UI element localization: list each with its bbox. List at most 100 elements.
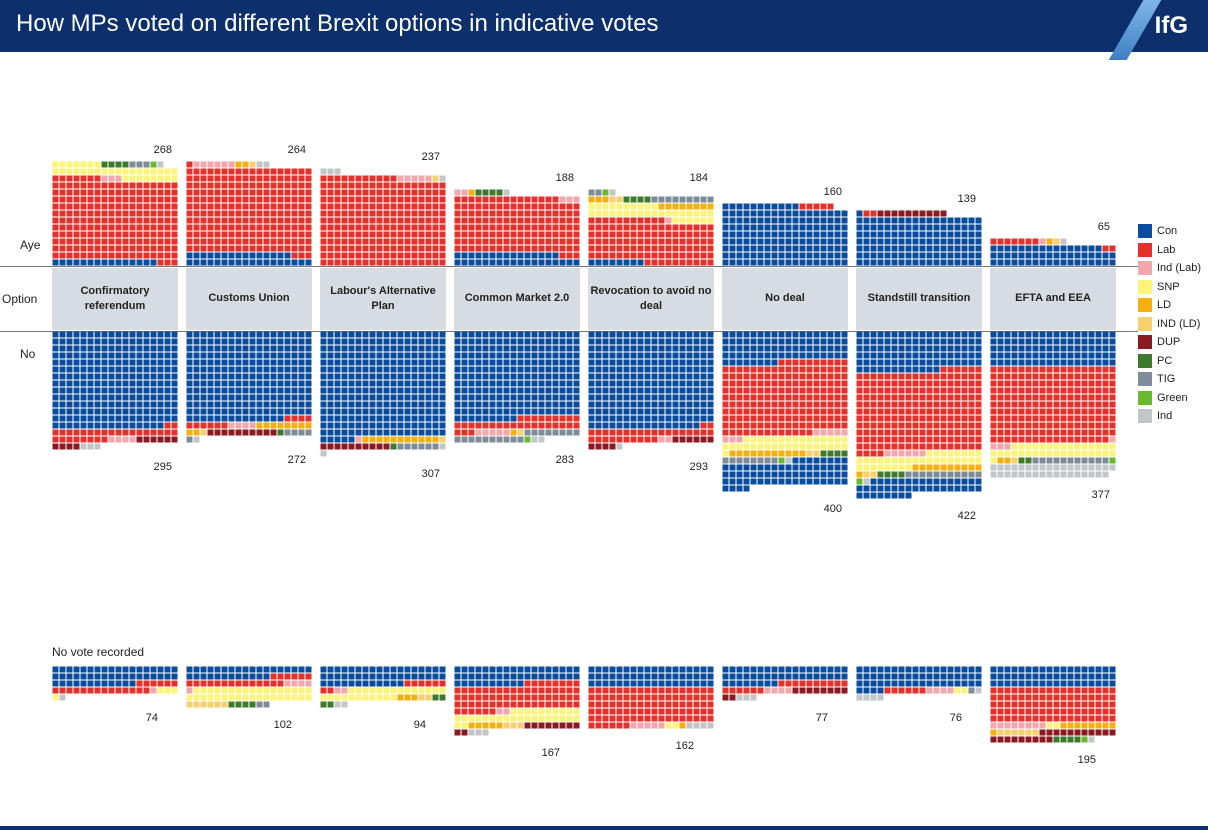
no-cell-con bbox=[66, 352, 73, 359]
nvr-cell-lab bbox=[644, 701, 651, 708]
no-cell-con bbox=[658, 387, 665, 394]
aye-cell-con bbox=[757, 245, 764, 252]
aye-cell-con bbox=[108, 259, 115, 266]
aye-cell-con bbox=[898, 245, 905, 252]
no-cell-con bbox=[665, 352, 672, 359]
nvr-cell-con bbox=[320, 680, 327, 687]
aye-cell-lab bbox=[221, 245, 228, 252]
aye-cell-lab bbox=[284, 189, 291, 196]
nvr-cell-lab bbox=[482, 708, 489, 715]
no-cell-con bbox=[743, 338, 750, 345]
no-cell-con bbox=[200, 408, 207, 415]
no-cell-con bbox=[221, 408, 228, 415]
no-cell-con bbox=[736, 485, 743, 492]
nvr-cell-con bbox=[1088, 673, 1095, 680]
no-cell-con bbox=[672, 415, 679, 422]
no-cell-lab bbox=[623, 429, 630, 436]
nvr-cell-lab bbox=[566, 701, 573, 708]
no-cell-ind bbox=[193, 436, 200, 443]
aye-cell-lab bbox=[411, 189, 418, 196]
no-cell-con bbox=[143, 338, 150, 345]
no-cell-con bbox=[397, 338, 404, 345]
nvr-cell-con bbox=[193, 673, 200, 680]
nvr-cell-lab bbox=[454, 708, 461, 715]
no-cell-con bbox=[327, 387, 334, 394]
no-cell-lab bbox=[1060, 380, 1067, 387]
no-cell-con bbox=[376, 415, 383, 422]
no-cell-con bbox=[461, 415, 468, 422]
no-cell-con bbox=[750, 331, 757, 338]
no-cell-con bbox=[538, 359, 545, 366]
aye-cell-lab bbox=[73, 203, 80, 210]
aye-cell-con bbox=[757, 252, 764, 259]
no-cell-ind-lab- bbox=[475, 429, 482, 436]
no-cell-lab bbox=[1053, 394, 1060, 401]
aye-cell-con bbox=[891, 259, 898, 266]
no-cell-con bbox=[630, 408, 637, 415]
no-cell-con bbox=[729, 485, 736, 492]
aye-cell-lab bbox=[588, 224, 595, 231]
no-cell-ind-lab- bbox=[834, 429, 841, 436]
no-total-common-market-2-0: 283 bbox=[556, 454, 574, 466]
aye-cell-lab bbox=[298, 189, 305, 196]
aye-total-labour-s-alternative-plan: 237 bbox=[422, 151, 440, 163]
no-cell-con bbox=[284, 338, 291, 345]
aye-cell-lab bbox=[489, 231, 496, 238]
no-cell-con bbox=[404, 380, 411, 387]
nvr-cell-con bbox=[834, 666, 841, 673]
aye-cell-con bbox=[517, 252, 524, 259]
aye-cell-con bbox=[722, 252, 729, 259]
aye-cell-con bbox=[898, 231, 905, 238]
aye-cell-snp bbox=[136, 168, 143, 175]
aye-cell-lab bbox=[813, 203, 820, 210]
no-cell-con bbox=[1102, 352, 1109, 359]
no-cell-lab bbox=[707, 429, 714, 436]
no-cell-lab bbox=[171, 429, 178, 436]
no-cell-con bbox=[729, 338, 736, 345]
aye-cell-snp bbox=[700, 210, 707, 217]
no-cell-con bbox=[228, 359, 235, 366]
aye-cell-lab bbox=[686, 231, 693, 238]
no-cell-tig bbox=[475, 436, 482, 443]
nvr-cell-con bbox=[700, 666, 707, 673]
aye-cell-lab bbox=[164, 210, 171, 217]
no-cell-lab bbox=[947, 366, 954, 373]
chart-header: How MPs voted on different Brexit option… bbox=[0, 0, 1208, 60]
no-cell-ind-lab- bbox=[1109, 436, 1116, 443]
aye-cell-con bbox=[877, 231, 884, 238]
no-cell-lab bbox=[827, 394, 834, 401]
no-cell-snp bbox=[968, 457, 975, 464]
aye-cell-lab bbox=[221, 196, 228, 203]
no-cell-lab bbox=[1046, 401, 1053, 408]
nvr-cell-con bbox=[320, 666, 327, 673]
nvr-cell-con bbox=[806, 666, 813, 673]
aye-cell-con bbox=[834, 259, 841, 266]
aye-cell-lab bbox=[369, 245, 376, 252]
no-cell-con bbox=[305, 366, 312, 373]
no-cell-con bbox=[52, 401, 59, 408]
aye-cell-con bbox=[975, 245, 982, 252]
aye-cell-lab bbox=[418, 196, 425, 203]
aye-cell-ind bbox=[327, 168, 334, 175]
nvr-cell-lab bbox=[630, 701, 637, 708]
no-cell-con bbox=[595, 338, 602, 345]
no-cell-snp bbox=[792, 443, 799, 450]
nvr-cell-con bbox=[856, 680, 863, 687]
aye-cell-lab bbox=[517, 203, 524, 210]
aye-cell-con bbox=[757, 217, 764, 224]
aye-cell-lab bbox=[432, 217, 439, 224]
no-cell-lab bbox=[1011, 415, 1018, 422]
no-cell-con bbox=[686, 331, 693, 338]
no-cell-con bbox=[602, 401, 609, 408]
no-cell-con bbox=[722, 331, 729, 338]
no-cell-con bbox=[136, 387, 143, 394]
nvr-cell-con bbox=[856, 673, 863, 680]
no-cell-con bbox=[207, 415, 214, 422]
nvr-cell-snp bbox=[954, 687, 961, 694]
aye-cell-lab bbox=[334, 259, 341, 266]
aye-cell-pc bbox=[496, 189, 503, 196]
aye-cell-con bbox=[905, 252, 912, 259]
no-cell-lab bbox=[975, 394, 982, 401]
no-cell-con bbox=[320, 429, 327, 436]
no-cell-con bbox=[799, 338, 806, 345]
